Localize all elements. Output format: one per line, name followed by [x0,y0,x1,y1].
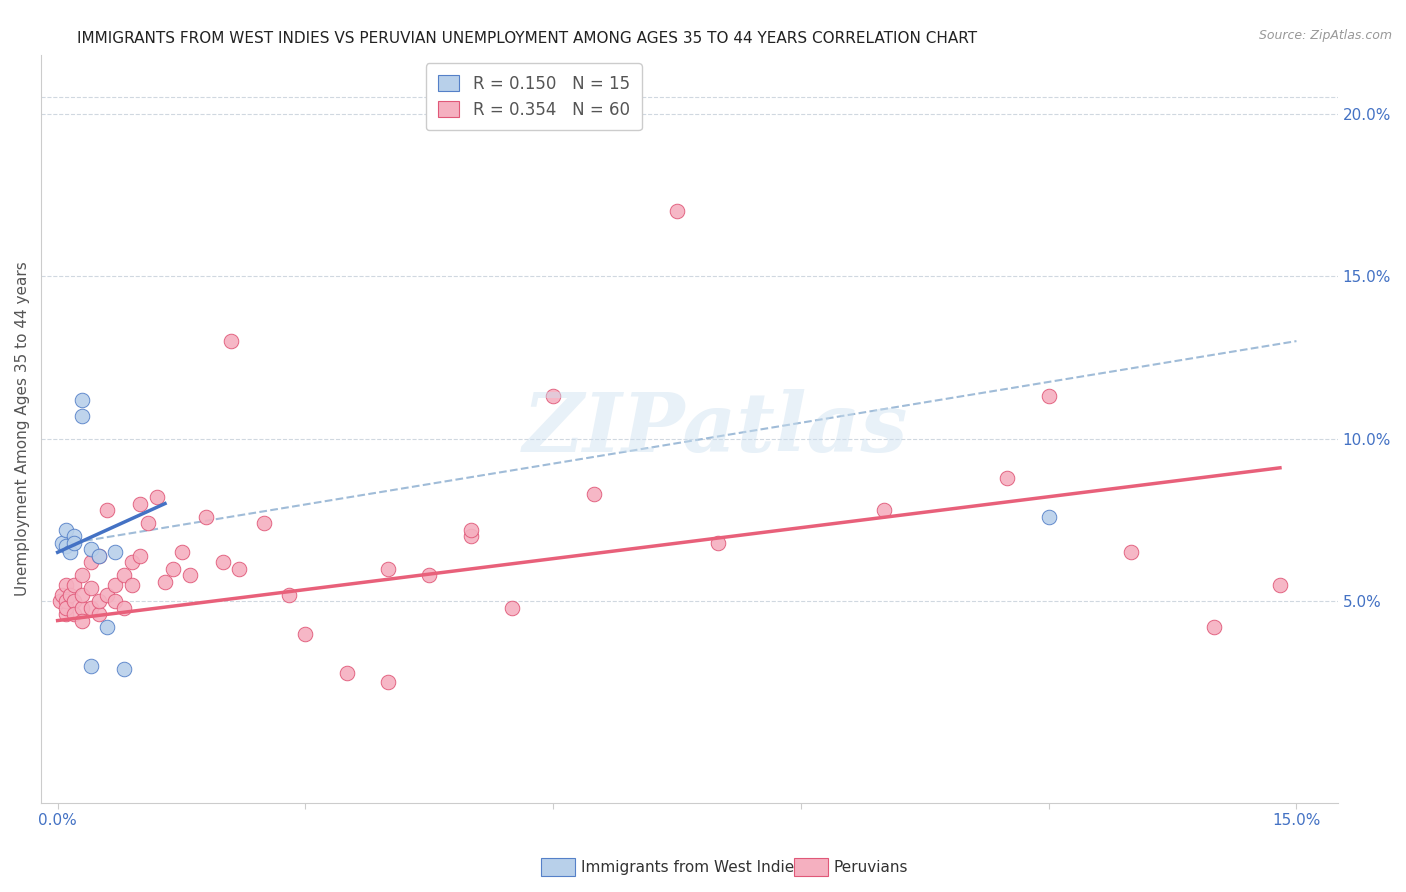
Point [49,594,72,608]
Point [59,545,82,559]
Point [138,516,160,530]
Point [1268,578,1291,592]
Point [104,594,127,608]
Legend: R = 0.150   N = 15, R = 0.354   N = 60: R = 0.150 N = 15, R = 0.354 N = 60 [426,63,641,130]
Point [63,578,86,592]
Point [72,614,94,628]
Point [87,549,110,563]
Point [96,620,118,634]
Point [294,626,316,640]
Point [336,665,359,680]
Point [59,588,82,602]
Point [377,561,399,575]
Point [87,607,110,621]
Text: Source: ZipAtlas.com: Source: ZipAtlas.com [1258,29,1392,42]
Point [112,662,135,676]
Point [55,600,77,615]
Point [145,490,167,504]
Point [179,568,201,582]
Point [418,568,440,582]
Text: Peruvians: Peruvians [834,860,908,874]
Point [87,594,110,608]
Point [872,503,894,517]
Point [583,487,606,501]
Point [55,578,77,592]
Point [63,535,86,549]
Point [79,600,101,615]
Point [63,607,86,621]
Point [87,549,110,563]
Point [460,523,482,537]
Point [211,555,233,569]
Point [51,588,73,602]
Point [1121,545,1143,559]
Point [72,588,94,602]
Point [1038,509,1060,524]
Point [195,509,218,524]
Point [79,542,101,557]
Point [129,497,152,511]
Point [170,545,193,559]
Point [460,529,482,543]
Point [79,555,101,569]
Point [162,561,184,575]
Point [112,568,135,582]
Point [121,578,143,592]
Point [63,529,86,543]
Point [104,545,127,559]
Text: IMMIGRANTS FROM WEST INDIES VS PERUVIAN UNEMPLOYMENT AMONG AGES 35 TO 44 YEARS C: IMMIGRANTS FROM WEST INDIES VS PERUVIAN … [77,31,977,46]
Point [121,555,143,569]
Y-axis label: Unemployment Among Ages 35 to 44 years: Unemployment Among Ages 35 to 44 years [15,261,30,596]
Point [112,600,135,615]
Point [55,607,77,621]
Point [1202,620,1225,634]
Text: Immigrants from West Indies: Immigrants from West Indies [581,860,801,874]
Point [79,581,101,595]
Point [228,561,250,575]
Point [129,549,152,563]
Point [1038,389,1060,403]
Point [277,588,299,602]
Point [63,594,86,608]
Point [51,535,73,549]
Point [104,578,127,592]
Point [253,516,276,530]
Point [72,409,94,423]
Point [55,539,77,553]
Point [96,503,118,517]
Text: ZIPatlas: ZIPatlas [523,389,908,469]
Point [541,389,564,403]
Point [72,600,94,615]
Point [55,594,77,608]
Point [79,659,101,673]
Point [377,675,399,690]
Point [72,392,94,407]
Point [153,574,176,589]
Point [666,204,689,219]
Point [96,588,118,602]
Point [55,523,77,537]
Point [997,470,1019,484]
Point [501,600,523,615]
Point [72,568,94,582]
Point [707,535,730,549]
Point [219,334,242,348]
